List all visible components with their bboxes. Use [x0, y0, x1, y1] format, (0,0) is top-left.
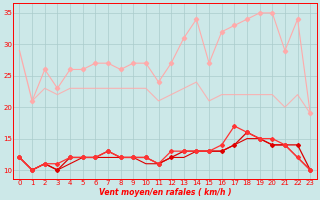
- X-axis label: Vent moyen/en rafales ( km/h ): Vent moyen/en rafales ( km/h ): [99, 188, 231, 197]
